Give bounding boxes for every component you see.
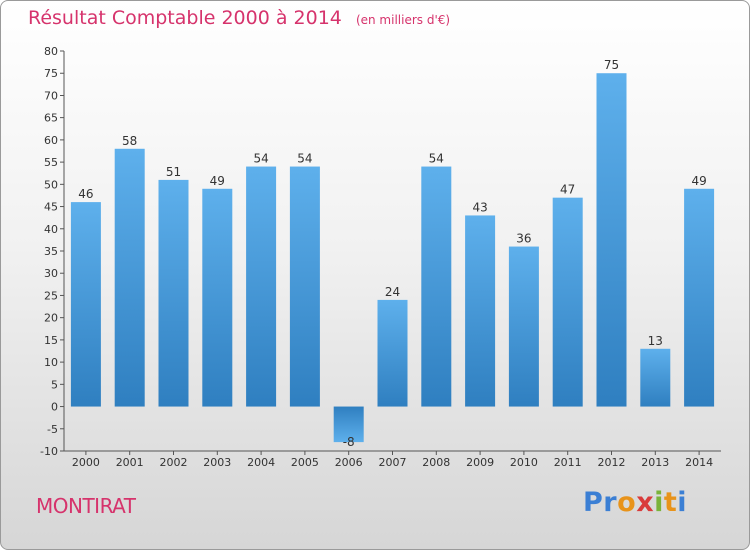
x-tick-label: 2011 <box>554 456 582 469</box>
x-tick-label: 2007 <box>379 456 407 469</box>
x-tick-label: 2012 <box>598 456 626 469</box>
chart-axes: -10 -5 0 5 10 15 20 25 30 35 40 45 50 55 60 65 70 75 80 200… <box>40 45 721 469</box>
y-tick-label: 20 <box>44 312 58 325</box>
x-tick-label: 2009 <box>466 456 494 469</box>
y-tick-label: 55 <box>44 156 58 169</box>
x-tick-label: 2001 <box>116 456 144 469</box>
value-label-2004: 54 <box>253 152 268 166</box>
place-name: MONTIRAT <box>36 494 136 518</box>
bar-2000 <box>70 202 101 407</box>
value-label-2006: -8 <box>343 435 355 449</box>
value-label-2013: 13 <box>648 334 663 348</box>
value-label-2005: 54 <box>297 152 312 166</box>
y-tick-label: 30 <box>44 267 58 280</box>
bar-2006 <box>333 406 364 443</box>
value-label-2000: 46 <box>78 187 93 201</box>
bar-2014 <box>684 188 715 407</box>
value-label-2001: 58 <box>122 134 137 148</box>
y-tick-label: 45 <box>44 201 58 214</box>
x-tick-label: 2000 <box>72 456 100 469</box>
x-tick-label: 2013 <box>641 456 669 469</box>
chart-title-text: Résultat Comptable 2000 à 2014 <box>28 7 342 29</box>
bar-2012 <box>596 73 627 407</box>
bar-2013 <box>640 348 671 407</box>
value-label-2003: 49 <box>210 174 225 188</box>
y-tick-label: 15 <box>44 334 58 347</box>
value-label-2011: 47 <box>560 183 575 197</box>
x-tick-label: 2004 <box>247 456 275 469</box>
y-tick-label: 0 <box>51 401 58 414</box>
x-tick-label: 2014 <box>685 456 713 469</box>
y-tick-label: 40 <box>44 223 58 236</box>
bar-2004 <box>246 166 277 407</box>
bar-2007 <box>377 299 408 407</box>
y-tick-label: 75 <box>44 67 58 80</box>
value-label-2010: 36 <box>516 232 531 246</box>
value-label-2009: 43 <box>472 200 487 214</box>
value-label-2012: 75 <box>604 58 619 72</box>
y-tick-label: 35 <box>44 245 58 258</box>
bar-2008 <box>421 166 452 407</box>
bar-2001 <box>114 148 145 407</box>
y-tick-label: 70 <box>44 89 58 102</box>
value-label-2007: 24 <box>385 285 400 299</box>
y-tick-label: 60 <box>44 134 58 147</box>
x-tick-label: 2002 <box>160 456 188 469</box>
x-tick-label: 2005 <box>291 456 319 469</box>
y-tick-label: 80 <box>44 45 58 58</box>
y-tick-label: 65 <box>44 112 58 125</box>
y-tick-label: 50 <box>44 178 58 191</box>
x-tick-label: 2010 <box>510 456 538 469</box>
chart-title: Résultat Comptable 2000 à 2014 (en milli… <box>28 7 450 29</box>
bar-2009 <box>465 215 496 407</box>
x-tick-label: 2008 <box>422 456 450 469</box>
chart-bars <box>70 73 715 443</box>
chart-data-labels: 46 58 51 49 54 54 -8 24 54 43 36 47 75 13 49 <box>78 58 706 449</box>
bar-2003 <box>202 188 233 407</box>
y-tick-label: 5 <box>51 378 58 391</box>
y-tick-label: 25 <box>44 289 58 302</box>
y-tick-label: 10 <box>44 356 58 369</box>
value-label-2002: 51 <box>166 165 181 179</box>
bar-2002 <box>158 179 189 407</box>
bar-2010 <box>508 246 539 407</box>
chart-unit-label: (en milliers d'€) <box>355 13 451 27</box>
y-tick-label: -10 <box>40 445 58 458</box>
proxiti-logo: Proxiti <box>583 487 688 518</box>
x-tick-label: 2006 <box>335 456 363 469</box>
y-tick-label: -5 <box>47 423 58 436</box>
value-label-2014: 49 <box>691 174 706 188</box>
bar-2005 <box>289 166 320 407</box>
x-tick-label: 2003 <box>203 456 231 469</box>
bar-2011 <box>552 197 583 407</box>
value-label-2008: 54 <box>429 152 444 166</box>
